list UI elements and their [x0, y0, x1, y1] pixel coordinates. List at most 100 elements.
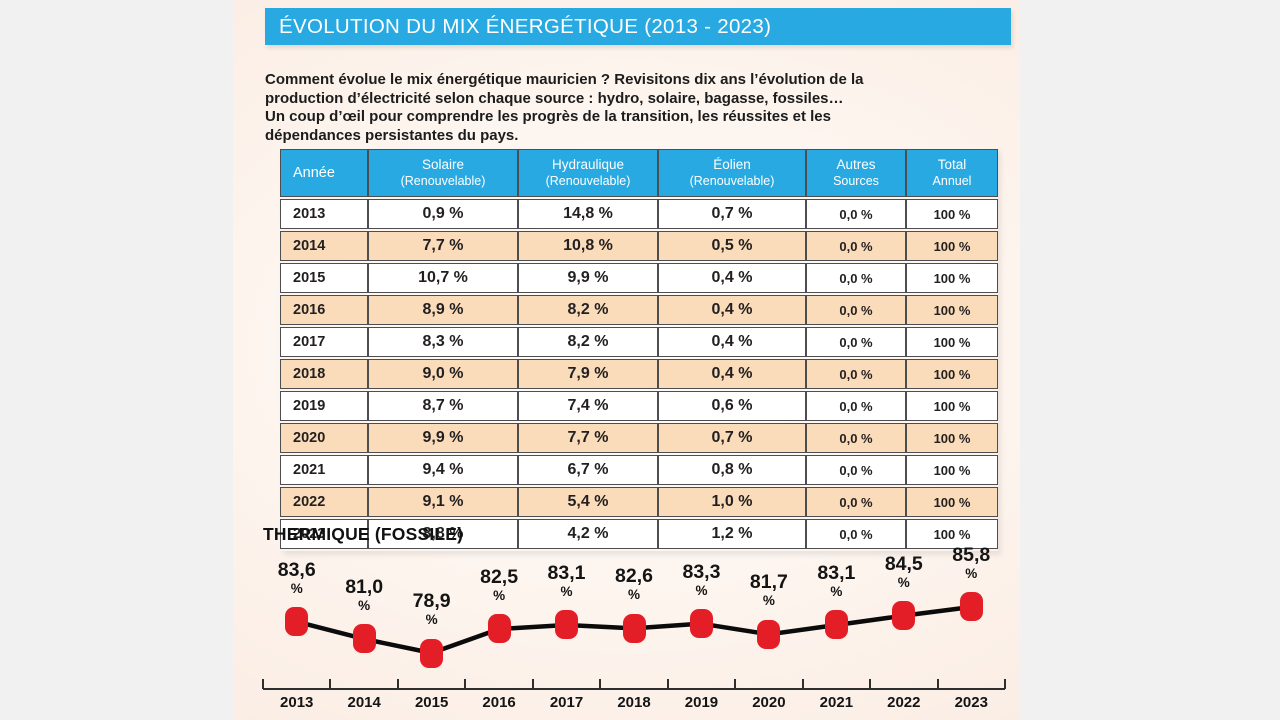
x-axis-year-label: 2021: [819, 694, 854, 711]
data-point-label: 83,1%: [532, 561, 602, 599]
x-axis-tick: [396, 679, 399, 689]
x-axis-year-label: 2013: [280, 694, 314, 711]
data-point-marker: [959, 592, 983, 622]
data-point-unit: %: [358, 597, 371, 613]
table-row: 2018 9,0 % 7,9 % 0,4 % 0,0 % 100 %: [280, 359, 998, 389]
value-cell: 9,0 %: [368, 359, 518, 389]
data-point-unit: %: [425, 612, 438, 627]
value-cell: 100 %: [906, 263, 998, 293]
data-point-label: 83,1%: [801, 561, 871, 599]
x-axis-tick: [666, 679, 669, 689]
col-header-sub: (Renouvelable): [689, 174, 775, 188]
table-row: 2021 9,4 % 6,7 % 0,8 % 0,0 % 100 %: [280, 455, 998, 485]
value-cell: 9,9 %: [368, 423, 518, 453]
data-point-label: 81,7%: [734, 572, 804, 609]
data-point-marker: [285, 607, 309, 637]
value-cell: 5,4 %: [518, 487, 658, 517]
value-cell: 9,1 %: [368, 487, 518, 517]
year-cell: 2020: [280, 423, 368, 453]
value-cell: 7,4 %: [518, 391, 658, 421]
x-axis-tick: [936, 679, 939, 689]
data-point-label: 83,3%: [666, 560, 736, 598]
year-cell: 2023: [280, 519, 368, 549]
year-cell: 2022: [280, 487, 368, 517]
value-cell: 100 %: [906, 423, 998, 453]
x-axis-tick: [801, 679, 804, 689]
data-point-label: 85,8%: [936, 544, 1006, 581]
value-cell: 0,0 %: [806, 455, 906, 485]
value-cell: 100 %: [906, 359, 998, 389]
value-cell: 10,7 %: [368, 263, 518, 293]
data-point-label: 83,6%: [262, 559, 332, 596]
col-header-autres-sources: Autres Sources: [806, 149, 906, 197]
col-header-label: Année: [293, 165, 335, 181]
year-cell: 2019: [280, 391, 368, 421]
data-point-value: 83,3: [682, 560, 721, 583]
data-point-label: 78,9%: [397, 590, 467, 628]
x-axis-tick: [531, 679, 534, 689]
value-cell: 0,0 %: [806, 487, 906, 517]
value-cell: 7,7 %: [368, 231, 518, 261]
col-header-label: Solaire: [421, 157, 465, 172]
data-point-value: 82,6: [615, 565, 653, 588]
value-cell: 1,0 %: [658, 487, 806, 517]
x-axis-tick: [329, 679, 332, 689]
col-header-sub: (Renouvelable): [545, 174, 631, 188]
data-point-label: 84,5%: [869, 553, 939, 590]
col-header-annee: Année: [280, 149, 368, 197]
value-cell: 0,0 %: [806, 391, 906, 421]
table-header-row: Année Solaire (Renouvelable) Hydraulique (…: [280, 149, 998, 197]
x-axis-tick: [464, 679, 467, 689]
value-cell: 8,2 %: [518, 295, 658, 325]
data-point-value: 78,9: [412, 590, 451, 612]
value-cell: 8,3 %: [368, 327, 518, 357]
col-header-hydraulique: Hydraulique (Renouvelable): [518, 149, 658, 197]
data-point-marker: [757, 619, 781, 649]
data-point-unit: %: [290, 580, 303, 596]
table-row: 2015 10,7 % 9,9 % 0,4 % 0,0 % 100 %: [280, 263, 998, 293]
value-cell: 0,0 %: [806, 423, 906, 453]
data-point-label: 82,5%: [464, 566, 534, 603]
col-header-label: Hydraulique: [551, 157, 625, 172]
data-point-unit: %: [965, 565, 978, 581]
data-point-marker: [689, 609, 713, 639]
x-axis-year-label: 2022: [887, 694, 921, 711]
year-cell: 2013: [280, 199, 368, 229]
x-axis-year-label: 2014: [347, 694, 381, 711]
value-cell: 100 %: [906, 199, 998, 229]
table-row: 2019 8,7 % 7,4 % 0,6 % 0,0 % 100 %: [280, 391, 998, 421]
data-point-label: 81,0%: [329, 576, 399, 613]
data-point-value: 83,1: [817, 561, 856, 584]
table-body: 2013 0,9 % 14,8 % 0,7 % 0,0 % 100 % 2014 7,7 % 1…: [280, 199, 998, 549]
col-header-label: Éolien: [713, 157, 751, 172]
x-axis-tick: [262, 679, 264, 689]
value-cell: 0,0 %: [806, 199, 906, 229]
value-cell: 0,0 %: [806, 359, 906, 389]
infographic-panel: ÉVOLUTION DU MIX ÉNERGÉTIQUE (2013 - 202…: [233, 0, 1020, 720]
x-axis-tick: [869, 679, 872, 689]
x-axis-year-label: 2018: [617, 694, 651, 711]
value-cell: 14,8 %: [518, 199, 658, 229]
x-axis-tick: [1004, 679, 1006, 689]
x-axis-year-label: 2020: [752, 694, 786, 711]
value-cell: 8,9 %: [368, 295, 518, 325]
table-row: 2020 9,9 % 7,7 % 0,7 % 0,0 % 100 %: [280, 423, 998, 453]
table-row: 2016 8,9 % 8,2 % 0,4 % 0,0 % 100 %: [280, 295, 998, 325]
data-point-unit: %: [493, 587, 506, 603]
value-cell: 7,9 %: [518, 359, 658, 389]
col-header-label: Total: [937, 157, 967, 172]
data-point-marker: [487, 614, 511, 644]
data-point-value: 83,1: [547, 561, 586, 584]
value-cell: 0,9 %: [368, 199, 518, 229]
data-point-marker: [622, 613, 646, 643]
col-header-sub: Sources: [833, 174, 879, 188]
col-header-label: Autres: [836, 157, 876, 172]
value-cell: 0,0 %: [806, 295, 906, 325]
value-cell: 100 %: [906, 487, 998, 517]
x-axis-year-label: 2023: [954, 694, 988, 711]
value-cell: 0,6 %: [658, 391, 806, 421]
value-cell: 0,4 %: [658, 263, 806, 293]
value-cell: 7,7 %: [518, 423, 658, 453]
value-cell: 0,7 %: [658, 199, 806, 229]
